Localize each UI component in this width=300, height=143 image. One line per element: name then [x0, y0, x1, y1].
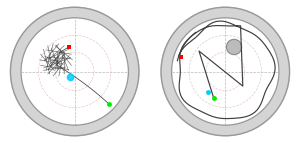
Circle shape — [172, 18, 279, 125]
Circle shape — [226, 39, 242, 55]
Circle shape — [68, 74, 74, 81]
Circle shape — [11, 7, 139, 136]
Circle shape — [21, 18, 128, 125]
Circle shape — [161, 7, 290, 136]
